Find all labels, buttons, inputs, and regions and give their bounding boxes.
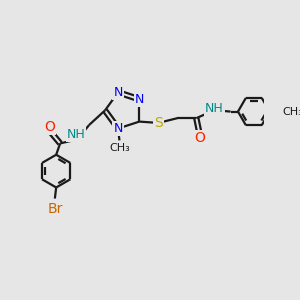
Text: O: O	[194, 131, 205, 145]
Text: CH₃: CH₃	[109, 143, 130, 153]
Text: O: O	[44, 120, 55, 134]
Text: N: N	[113, 86, 123, 99]
Text: S: S	[154, 116, 163, 130]
Text: CH₃: CH₃	[282, 106, 300, 117]
Text: N: N	[135, 93, 144, 106]
Text: NH: NH	[205, 102, 224, 115]
Text: Br: Br	[47, 202, 63, 216]
Text: N: N	[113, 122, 123, 135]
Text: NH: NH	[67, 128, 85, 141]
